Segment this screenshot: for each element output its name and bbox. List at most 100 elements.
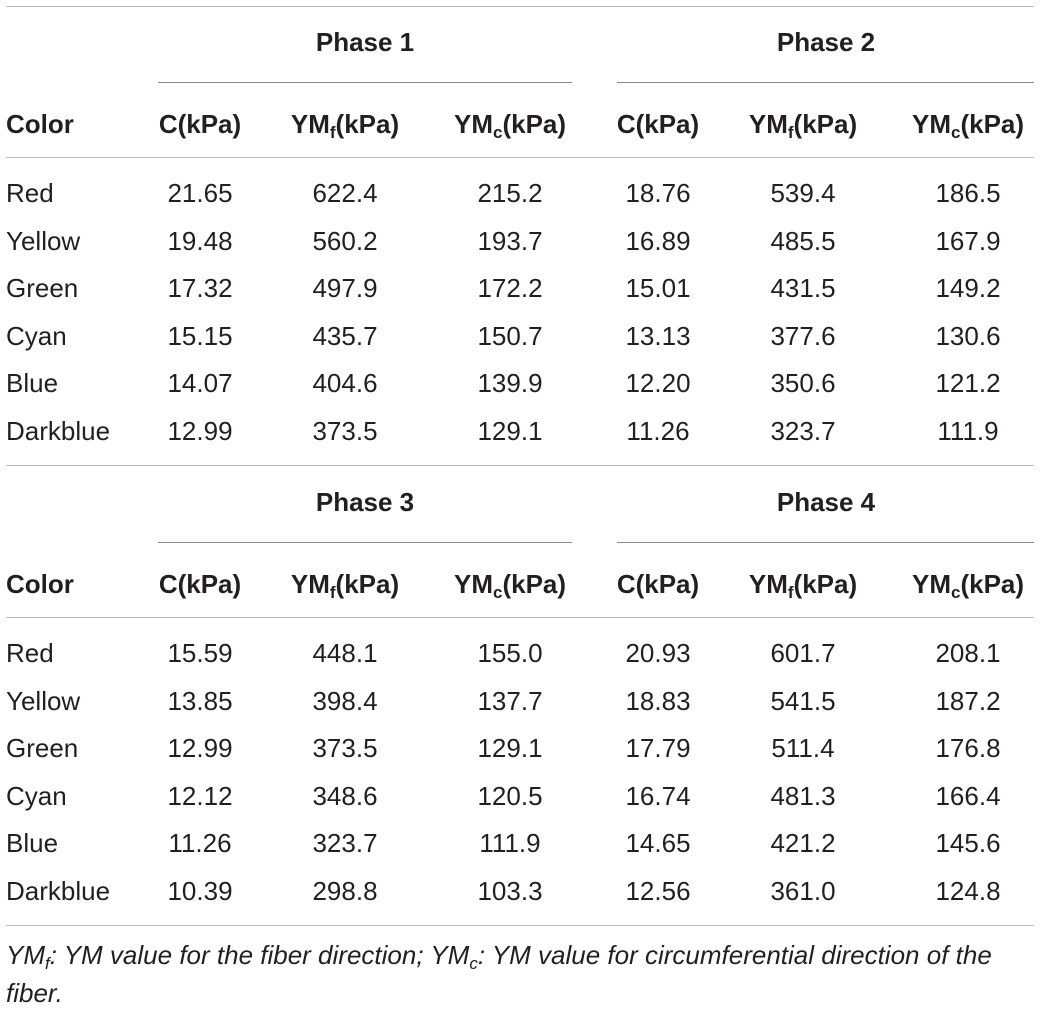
- row-color-label: Cyan: [6, 320, 67, 351]
- footnote-ymf-text: : YM value for the fiber direction;: [49, 940, 431, 970]
- table-cell: 186.5: [935, 178, 1001, 208]
- column-header-ymc: YMc(kPa): [453, 109, 567, 142]
- table-cell: 187.2: [935, 685, 1001, 716]
- table-cell: 485.5: [770, 225, 836, 256]
- table-cell: 124.8: [935, 876, 1001, 906]
- table-cell: 129.1: [477, 733, 543, 764]
- row-color-label: Red: [6, 178, 54, 208]
- table-cell: 155.0: [477, 638, 543, 668]
- table-cell: 601.7: [770, 638, 836, 668]
- table-cell: 361.0: [770, 876, 836, 906]
- header-bottom-rule: [6, 157, 1034, 158]
- header-bottom-rule: [6, 617, 1034, 618]
- row-color-label: Green: [6, 733, 79, 764]
- table-cell: 350.6: [770, 368, 836, 399]
- row-color-label: Blue: [6, 368, 59, 399]
- table-cell: 172.2: [477, 273, 543, 304]
- table-cell: 14.65: [625, 828, 691, 859]
- table-cell: 215.2: [477, 178, 543, 208]
- column-header-c: C(kPa): [616, 109, 700, 139]
- column-header-c: C(kPa): [616, 569, 700, 599]
- table-cell: 21.65: [167, 178, 233, 208]
- table-cell: 448.1: [312, 638, 378, 668]
- table-cell: 435.7: [312, 320, 378, 351]
- table-cell: 137.7: [477, 685, 543, 716]
- column-header-ymf: YMf(kPa): [290, 569, 400, 602]
- table-cell: 497.9: [312, 273, 378, 304]
- table-cell: 16.89: [625, 225, 691, 256]
- row-color-label: Red: [6, 638, 54, 668]
- table-cell: 511.4: [771, 733, 835, 764]
- table-cell: 12.12: [167, 780, 233, 811]
- column-header-ymf: YMf(kPa): [290, 109, 400, 142]
- table-cell: 12.99: [167, 416, 233, 446]
- table-cell: 12.99: [167, 733, 233, 764]
- table-cell: 129.1: [477, 416, 543, 446]
- table-cell: 298.8: [312, 876, 378, 906]
- table-cell: 377.6: [770, 320, 836, 351]
- table-cell: 120.5: [477, 780, 543, 811]
- row-color-label: Darkblue: [6, 416, 111, 446]
- table-cell: 193.7: [477, 225, 543, 256]
- phase-label: Phase 3: [315, 487, 415, 517]
- table-cell: 103.3: [477, 876, 543, 906]
- column-header-ymc: YMc(kPa): [453, 569, 567, 602]
- table-cell: 373.5: [312, 416, 378, 446]
- table-cell: 130.6: [935, 320, 1001, 351]
- table-cell: 481.3: [770, 780, 836, 811]
- phase-label: Phase 4: [776, 487, 876, 517]
- phase-underline: [158, 82, 572, 83]
- table-cell: 18.83: [625, 685, 691, 716]
- column-header-color: Color: [6, 109, 74, 139]
- table-cell: 12.56: [625, 876, 691, 906]
- table-cell: 10.39: [167, 876, 233, 906]
- table-cell: 431.5: [770, 273, 836, 304]
- column-header-ymf: YMf(kPa): [748, 109, 858, 142]
- row-color-label: Darkblue: [6, 876, 111, 906]
- phase-underline: [617, 82, 1034, 83]
- table-cell: 176.8: [935, 733, 1001, 764]
- row-color-label: Green: [6, 273, 79, 304]
- table-top-rule: [6, 6, 1034, 7]
- column-header-color: Color: [6, 569, 74, 599]
- row-color-label: Yellow: [6, 225, 81, 256]
- row-color-label: Blue: [6, 828, 59, 859]
- table-cell: 19.48: [167, 225, 233, 256]
- table-cell: 323.7: [312, 828, 378, 859]
- footnote-ymc-symbol: YMc: [430, 940, 478, 973]
- table-cell: 539.4: [770, 178, 836, 208]
- table-footnote: YMf: YM value for the fiber direction; Y…: [6, 936, 1036, 1012]
- table-cell: 11.26: [626, 416, 690, 446]
- table-cell: 13.13: [625, 320, 691, 351]
- table-cell: 421.2: [770, 828, 836, 859]
- column-header-ymc: YMc(kPa): [911, 569, 1025, 602]
- table-cell: 14.07: [167, 368, 233, 399]
- phase-label: Phase 1: [315, 27, 415, 57]
- column-header-c: C(kPa): [158, 569, 242, 599]
- block-bottom-rule: [6, 465, 1034, 466]
- table-cell: 111.9: [937, 416, 999, 446]
- table-cell: 541.5: [770, 685, 836, 716]
- table-cell: 15.59: [167, 638, 233, 668]
- table-cell: 166.4: [935, 780, 1001, 811]
- table-cell: 16.74: [625, 780, 691, 811]
- table-cell: 121.2: [935, 368, 1001, 399]
- table-cell: 17.79: [625, 733, 691, 764]
- table-cell: 18.76: [625, 178, 691, 208]
- table-cell: 167.9: [935, 225, 1001, 256]
- footnote-ymf-symbol: YMf: [6, 940, 50, 973]
- table-cell: 13.85: [167, 685, 233, 716]
- table-cell: 323.7: [770, 416, 836, 446]
- table-cell: 111.9: [479, 828, 541, 859]
- column-header-c: C(kPa): [158, 109, 242, 139]
- footnote-ymc-text: : YM value for circumferential direction…: [6, 940, 992, 1008]
- table-cell: 145.6: [935, 828, 1001, 859]
- column-header-ymc: YMc(kPa): [911, 109, 1025, 142]
- table-cell: 150.7: [477, 320, 543, 351]
- table-cell: 17.32: [167, 273, 233, 304]
- table-cell: 622.4: [312, 178, 378, 208]
- table-cell: 12.20: [625, 368, 691, 399]
- row-color-label: Cyan: [6, 780, 67, 811]
- column-header-ymf: YMf(kPa): [748, 569, 858, 602]
- table-cell: 373.5: [312, 733, 378, 764]
